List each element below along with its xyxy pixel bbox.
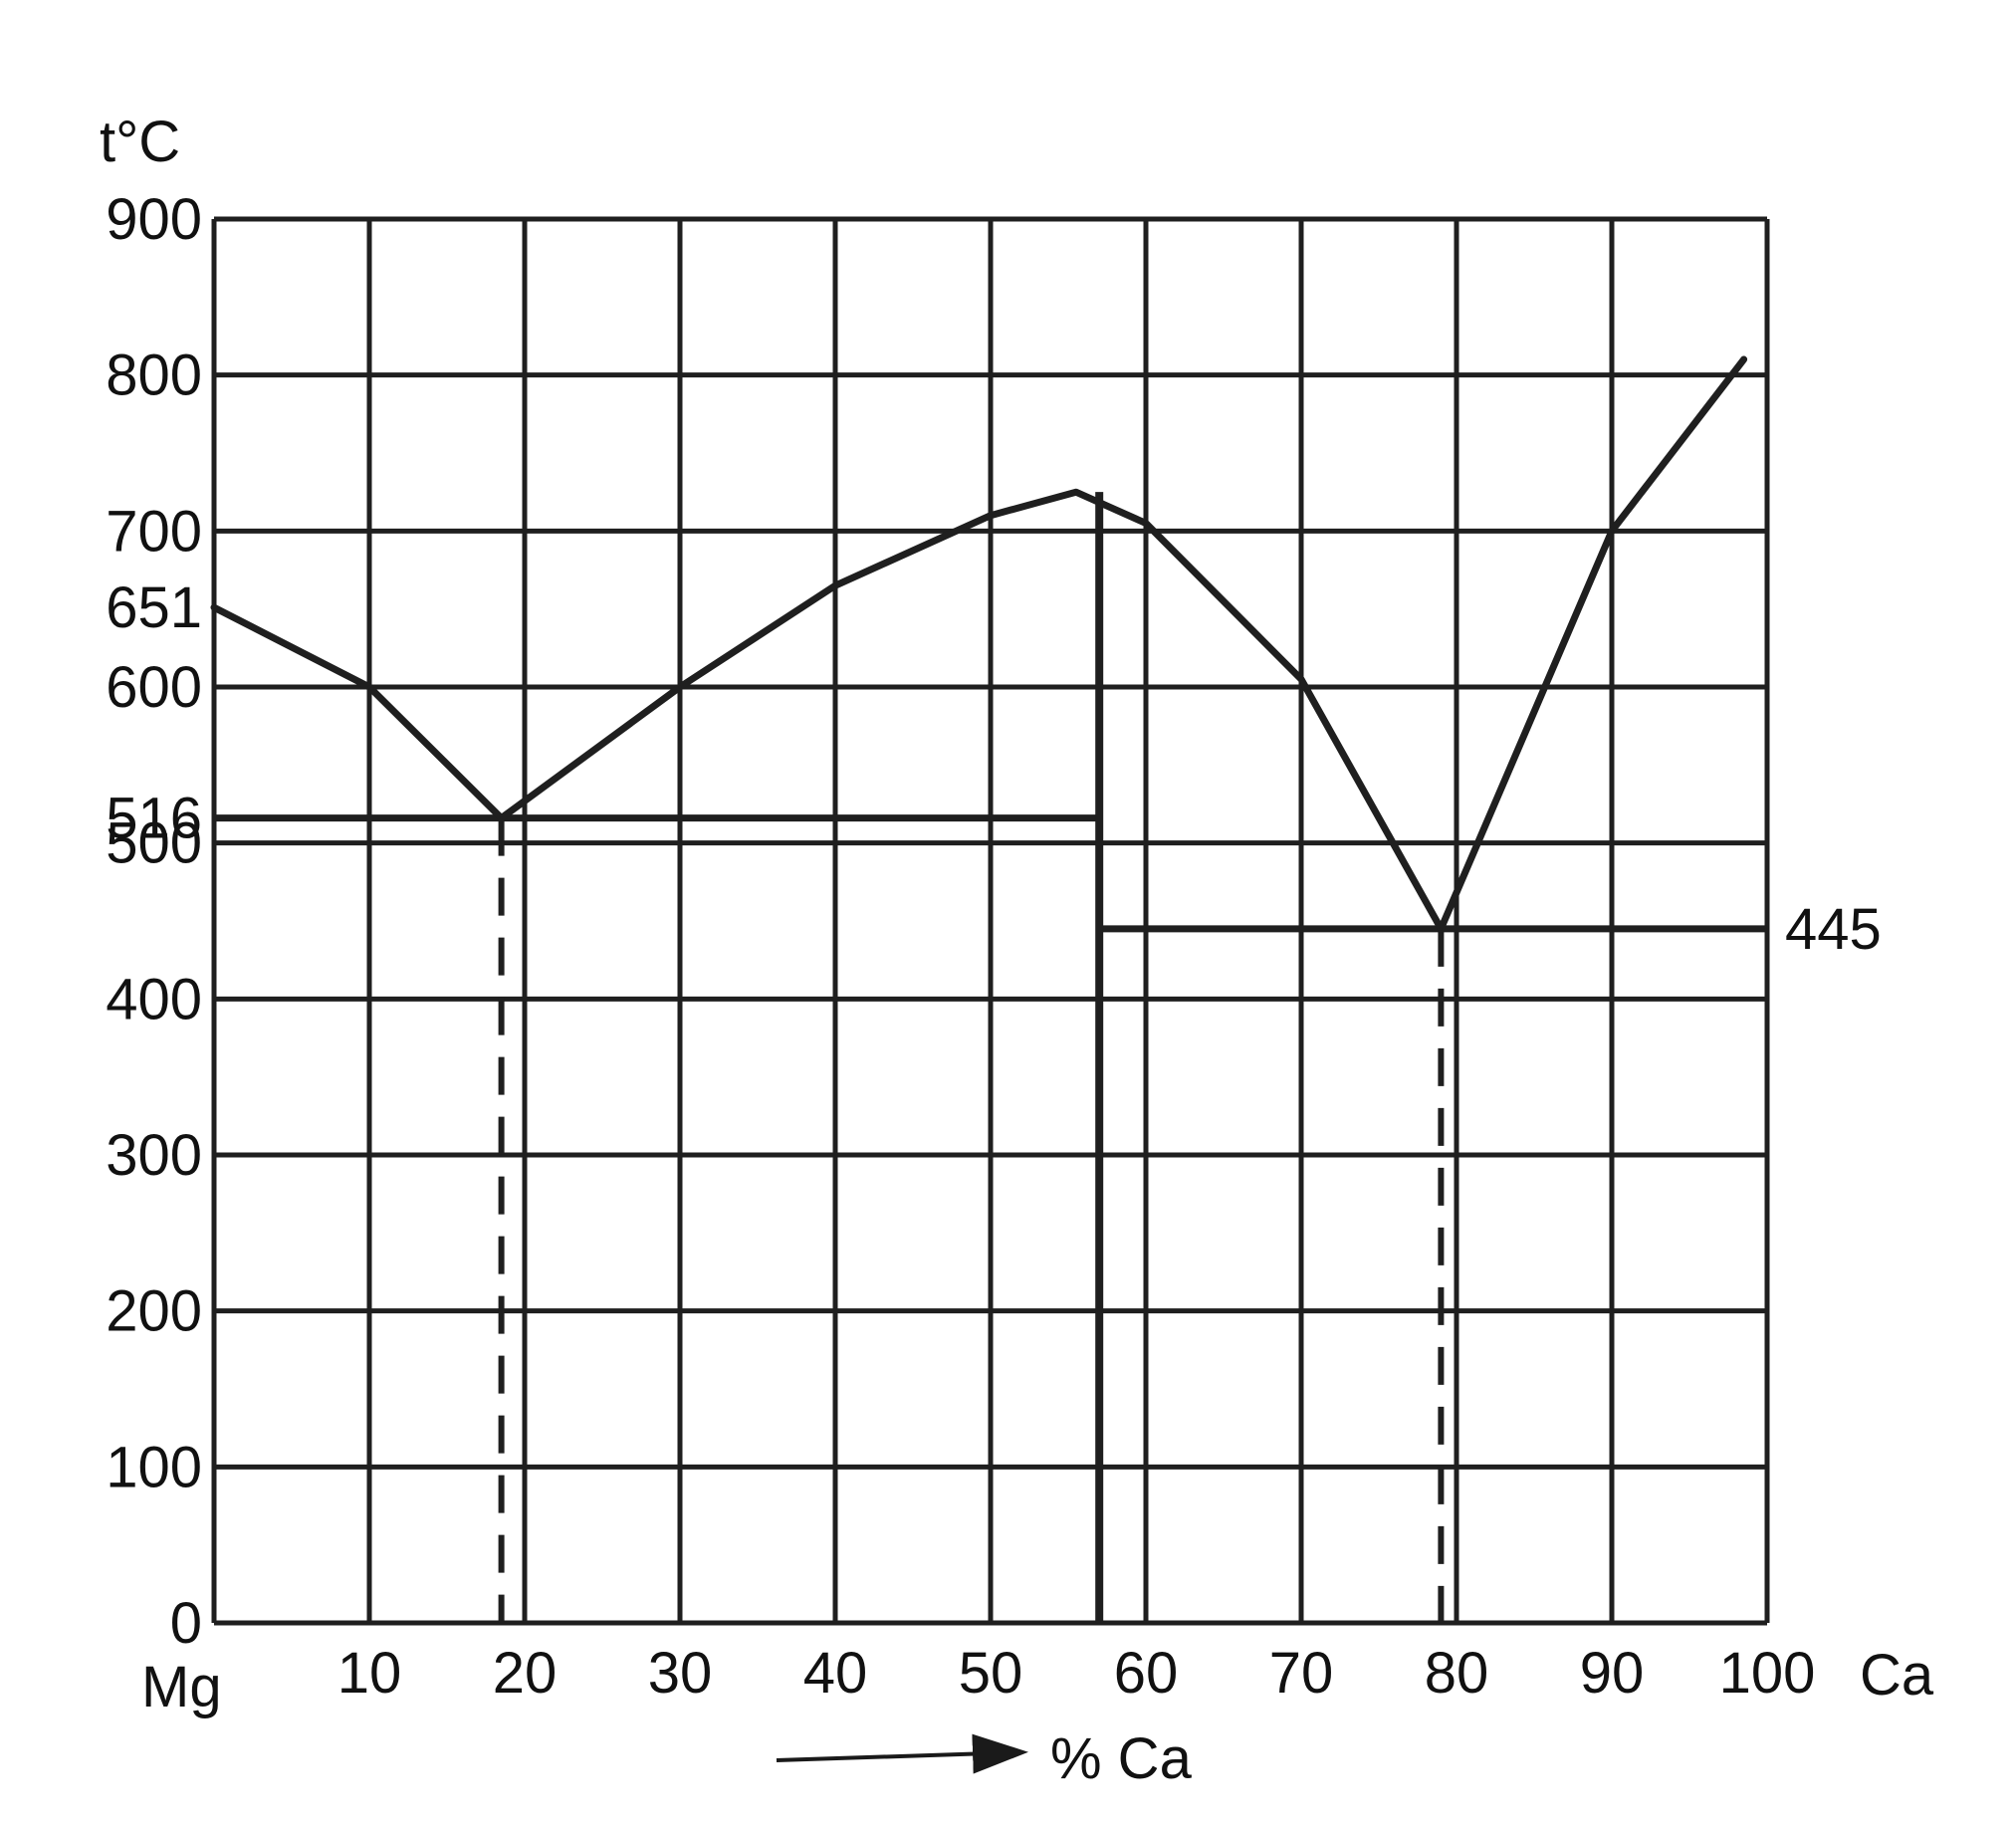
- liquidus-point: [1742, 357, 1746, 361]
- y-tick-label: 600: [106, 655, 202, 720]
- x-tick-label: 30: [648, 1641, 713, 1706]
- x-tick-label: 10: [337, 1641, 402, 1706]
- x-tick-label: 40: [803, 1641, 868, 1706]
- liquidus-point: [678, 685, 682, 689]
- x-tick-label: 20: [493, 1641, 558, 1706]
- y-tick-label: 800: [106, 343, 202, 408]
- liquidus-point: [1144, 522, 1148, 525]
- liquidus-point: [367, 685, 371, 689]
- liquidus-point: [833, 583, 837, 587]
- y-tick-label: 500: [106, 811, 202, 876]
- x-left-label: Mg: [141, 1655, 222, 1719]
- liquidus-curve: [210, 355, 1748, 933]
- y-tick-label: 0: [170, 1591, 202, 1656]
- y-tick-label: 400: [106, 967, 202, 1031]
- x-axis-title: % Ca: [1050, 1726, 1193, 1791]
- phase-lines: [210, 355, 1767, 1623]
- y-tick-label: 900: [106, 187, 202, 252]
- liquidus-point: [212, 605, 216, 609]
- liquidus-point: [500, 816, 504, 820]
- liquidus-point: [1299, 677, 1303, 681]
- y-tick-label: 100: [106, 1435, 202, 1499]
- y-axis-title: t°C: [100, 110, 180, 174]
- special-temperature-label: 516: [106, 787, 202, 851]
- x-tick-label: 90: [1580, 1641, 1645, 1706]
- x-tick-label: 60: [1114, 1641, 1179, 1706]
- liquidus-point: [1074, 490, 1078, 494]
- x-tick-label: 70: [1269, 1641, 1334, 1706]
- liquidus-point: [989, 514, 993, 518]
- liquidus-point: [1439, 927, 1443, 931]
- x-tick-label: 50: [959, 1641, 1023, 1706]
- x-tick-label: 80: [1425, 1641, 1489, 1706]
- x-axis-arrow: [776, 1733, 1028, 1774]
- x-right-label: Ca: [1860, 1643, 1934, 1708]
- special-temperature-label: 651: [106, 575, 202, 640]
- y-tick-label: 700: [106, 499, 202, 564]
- liquidus-point: [1610, 529, 1614, 533]
- special-temperature-label: 445: [1785, 897, 1882, 962]
- y-tick-label: 200: [106, 1279, 202, 1344]
- axis-labels: 0 100 200 300 400 500 600 700 800 900 10 20 30 40 50 60…: [106, 187, 1882, 1706]
- x-tick-label: 100: [1719, 1641, 1816, 1706]
- y-tick-label: 300: [106, 1123, 202, 1188]
- grid: [211, 216, 1770, 1626]
